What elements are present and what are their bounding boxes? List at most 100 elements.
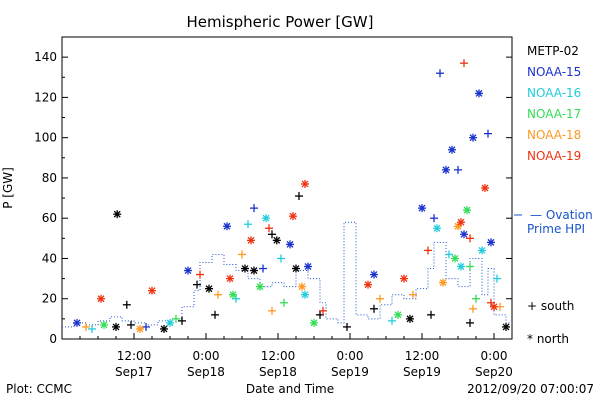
x-axis-label: Date and Time bbox=[246, 382, 334, 396]
point-noaa-19 bbox=[364, 280, 372, 289]
point-noaa-19 bbox=[226, 274, 234, 283]
x-tick-time: 12:00 bbox=[117, 349, 152, 363]
point-noaa-19 bbox=[424, 246, 432, 255]
point-metp-02 bbox=[292, 264, 300, 273]
point-metp-02 bbox=[193, 280, 201, 289]
point-noaa-15 bbox=[73, 318, 81, 327]
point-noaa-16 bbox=[457, 262, 465, 271]
point-noaa-19 bbox=[466, 234, 474, 243]
point-noaa-18 bbox=[268, 306, 276, 315]
point-noaa-15 bbox=[304, 262, 312, 271]
point-noaa-15 bbox=[487, 238, 495, 247]
point-noaa-18 bbox=[238, 250, 246, 259]
point-noaa-18 bbox=[298, 282, 306, 291]
point-noaa-18 bbox=[136, 324, 144, 333]
x-tick-date: Sep19 bbox=[403, 365, 441, 379]
footer-left: Plot: CCMC bbox=[6, 382, 72, 396]
legend-entry-noaa-19: NOAA-19 bbox=[527, 149, 581, 163]
plot-frame bbox=[61, 36, 513, 340]
point-noaa-16 bbox=[277, 254, 285, 263]
point-metp-02 bbox=[295, 192, 303, 201]
point-noaa-17 bbox=[451, 254, 459, 263]
point-noaa-18 bbox=[376, 294, 384, 303]
point-noaa-15 bbox=[436, 69, 444, 78]
point-noaa-18 bbox=[214, 290, 222, 299]
y-tick-label: 140 bbox=[34, 50, 57, 64]
point-noaa-15 bbox=[370, 270, 378, 279]
point-noaa-16 bbox=[478, 246, 486, 255]
x-tick-date: Sep18 bbox=[259, 365, 297, 379]
y-tick-label: 40 bbox=[42, 251, 57, 265]
x-tick-time: 0:00 bbox=[193, 349, 220, 363]
chart-title: Hemispheric Power [GW] bbox=[187, 13, 374, 31]
point-noaa-17 bbox=[172, 314, 180, 323]
point-noaa-16 bbox=[244, 220, 252, 229]
legend-entry-noaa-17: NOAA-17 bbox=[527, 107, 581, 121]
point-noaa-15 bbox=[448, 145, 456, 154]
x-tick-date: Sep18 bbox=[187, 365, 225, 379]
point-noaa-16 bbox=[166, 318, 174, 327]
point-noaa-15 bbox=[484, 129, 492, 138]
point-noaa-18 bbox=[469, 304, 477, 313]
point-noaa-15 bbox=[286, 240, 294, 249]
ovation-step-path bbox=[62, 221, 512, 328]
point-metp-02 bbox=[112, 322, 120, 331]
point-noaa-16 bbox=[262, 214, 270, 223]
point-noaa-17 bbox=[100, 320, 108, 329]
point-noaa-15 bbox=[250, 204, 258, 213]
point-noaa-17 bbox=[280, 298, 288, 307]
point-metp-02 bbox=[502, 322, 510, 331]
point-noaa-19 bbox=[400, 274, 408, 283]
point-noaa-17 bbox=[466, 262, 474, 271]
legend-entry-metp-02: METP-02 bbox=[527, 44, 579, 58]
point-noaa-15 bbox=[259, 264, 267, 273]
point-noaa-19 bbox=[289, 212, 297, 221]
point-metp-02 bbox=[268, 230, 276, 239]
y-tick-label: 120 bbox=[34, 90, 57, 104]
point-noaa-17 bbox=[463, 206, 471, 215]
x-tick-time: 12:00 bbox=[405, 349, 440, 363]
point-noaa-16 bbox=[88, 324, 96, 333]
point-noaa-16 bbox=[232, 294, 240, 303]
point-metp-02 bbox=[427, 310, 435, 319]
point-metp-02 bbox=[316, 310, 324, 319]
y-tick-label: 0 bbox=[49, 332, 57, 346]
point-noaa-19 bbox=[487, 298, 495, 307]
data-points bbox=[73, 59, 510, 333]
point-metp-02 bbox=[205, 284, 213, 293]
point-noaa-19 bbox=[148, 286, 156, 295]
x-tick-time: 0:00 bbox=[481, 349, 508, 363]
point-noaa-17 bbox=[472, 294, 480, 303]
point-noaa-15 bbox=[469, 133, 477, 142]
point-metp-02 bbox=[241, 264, 249, 273]
point-metp-02 bbox=[211, 310, 219, 319]
point-noaa-15 bbox=[454, 165, 462, 174]
point-noaa-19 bbox=[196, 270, 204, 279]
legend-entry-noaa-15: NOAA-15 bbox=[527, 65, 581, 79]
legend-entry-noaa-18: NOAA-18 bbox=[527, 128, 581, 142]
footer-right: 2012/09/20 07:00:07 bbox=[467, 382, 594, 396]
point-noaa-19 bbox=[97, 294, 105, 303]
point-metp-02 bbox=[250, 266, 258, 275]
point-metp-02 bbox=[466, 318, 474, 327]
point-noaa-19 bbox=[265, 224, 273, 233]
y-tick-label: 60 bbox=[42, 211, 57, 225]
point-noaa-16 bbox=[433, 224, 441, 233]
x-tick-time: 0:00 bbox=[337, 349, 364, 363]
point-metp-02 bbox=[272, 236, 281, 245]
x-tick-date: Sep20 bbox=[475, 365, 513, 379]
ovation-legend-line2: Prime HPI bbox=[527, 222, 585, 236]
point-metp-02 bbox=[406, 314, 414, 323]
point-noaa-16 bbox=[301, 290, 309, 299]
point-noaa-15 bbox=[418, 204, 426, 213]
point-metp-02 bbox=[343, 322, 351, 331]
point-noaa-18 bbox=[454, 222, 462, 231]
y-axis: 0 20 40 60 80 100 120 140 bbox=[34, 50, 512, 346]
point-noaa-16 bbox=[493, 274, 501, 283]
point-noaa-19 bbox=[301, 179, 309, 188]
point-noaa-15 bbox=[430, 214, 438, 223]
y-tick-label: 80 bbox=[42, 171, 57, 185]
point-noaa-19 bbox=[481, 184, 489, 192]
point-noaa-15 bbox=[184, 266, 192, 275]
